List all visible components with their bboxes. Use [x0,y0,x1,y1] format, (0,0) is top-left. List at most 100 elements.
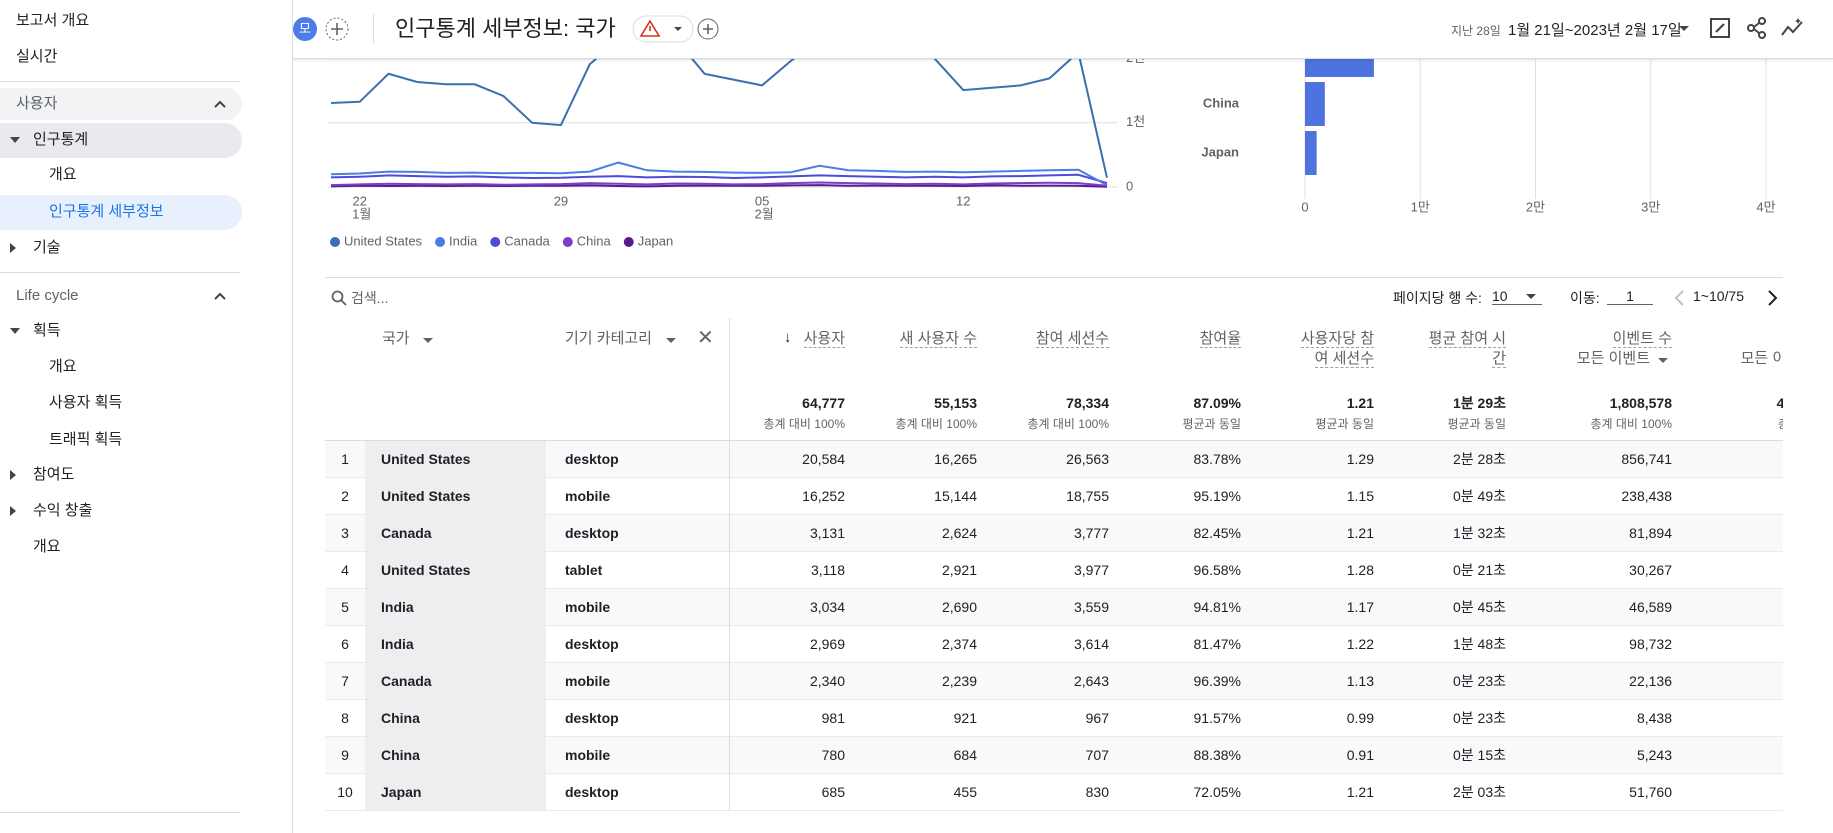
device-category: desktop [565,525,619,541]
column-header[interactable]: 국가 [382,330,410,347]
search-input[interactable]: 검색... [351,290,389,306]
metric-value: 780 [821,747,845,763]
expand-icon[interactable] [10,506,16,516]
x-tick-label: 4만 [1756,199,1775,214]
metric-value: 16,265 [934,451,977,467]
header-text: 참여율 [1199,330,1241,348]
nav-item[interactable]: 실시간 [16,48,58,65]
pagination-info: 1~10/75 [1693,288,1744,304]
header-line [325,440,1783,441]
column-header[interactable]: 평균 참여 시간 [1424,329,1506,369]
line-series [330,161,1108,186]
nav-item[interactable]: 기술 [33,239,61,256]
row-bg [325,589,1783,626]
legend-swatch [623,237,634,247]
column-header[interactable]: 참여 세션수 [1035,329,1109,349]
add-button[interactable] [695,16,721,42]
total-note: 평균과 동일 [1315,417,1374,431]
x-tick-label: 1만 [1411,199,1430,214]
metric-value: 1.22 [1346,636,1374,652]
column-subheader[interactable]: 모든 이벤 [1740,350,1783,367]
column-header[interactable]: 참여율 [1199,329,1241,349]
metric-value: 3,559 [1073,599,1109,615]
row-rank: 10 [337,784,353,800]
metric-value: 30,267 [1629,562,1672,578]
column-header[interactable]: 새 사용자 수 [899,329,977,349]
bar [1305,131,1317,175]
metric-value: 2분 28초 [1452,451,1506,467]
metric-value: 2,624 [941,525,977,541]
total-value: 78,334 [1066,395,1109,411]
date-range[interactable]: 1월 21일~2023년 2월 17일 [1508,22,1682,39]
expand-icon[interactable] [10,328,20,334]
x-tick-label: 3만 [1641,199,1660,214]
nav-item[interactable]: 사용자 획득 [49,394,123,411]
sort-arrow[interactable]: ↓ [784,329,792,346]
collapse-icon[interactable] [212,96,228,112]
total-note: 평균과 동일 [1447,417,1506,431]
column-subheader[interactable]: 모든 이벤트 [1576,350,1650,367]
remove-dimension[interactable]: ✕ [697,327,714,349]
nav-item[interactable]: 참여도 [33,466,75,483]
column-divider [729,318,730,811]
header-text: 이벤트 수 [1612,330,1672,348]
country: India [381,599,414,615]
nav-item[interactable]: 인구통계 [33,131,89,148]
nav-section[interactable]: Life cycle [16,287,79,304]
country-cell-bg [365,626,546,662]
date-dropdown[interactable] [1677,22,1691,36]
expand-icon[interactable] [10,470,16,480]
metric-value: 1분 48초 [1452,636,1506,652]
sort-caret[interactable] [1658,358,1668,363]
nav-section[interactable]: 사용자 [16,95,58,112]
device-category: desktop [565,710,619,726]
sidebar: 보고서 개요 실시간 사용자 인구통계 개요 인구통계 세부정보 기술 Life… [0,0,293,833]
expand-icon[interactable] [10,137,20,143]
metric-value: 0분 49초 [1452,488,1506,504]
insights-icon[interactable] [1780,16,1806,40]
goto-label: 이동: [1570,290,1600,306]
x-tick-label: 29 [554,193,568,208]
share-icon[interactable] [1745,16,1769,40]
nav-item[interactable]: 개요 [33,538,61,555]
collapse-icon[interactable] [212,288,228,304]
metric-value: 22,136 [1629,673,1672,689]
column-header[interactable]: 기기 카테고리 [565,330,652,347]
sort-caret[interactable] [666,338,676,343]
column-header[interactable]: 이벤트 수 [1612,329,1672,349]
nav-item[interactable]: 트래픽 획득 [49,431,123,448]
add-button[interactable] [324,16,350,42]
metric-value: 3,118 [811,562,845,578]
rows-per-page-select[interactable]: 10 [1492,288,1542,305]
select-caret[interactable] [1525,292,1537,302]
avatar[interactable]: 모 [293,17,317,41]
metric-value: 2,921 [941,562,977,578]
nav-item[interactable]: 수익 창출 [33,502,93,519]
nav-item-active[interactable]: 인구통계 세부정보 [49,203,164,220]
expand-icon[interactable] [10,243,16,253]
sort-caret[interactable] [423,338,433,343]
nav-item[interactable]: 보고서 개요 [16,12,90,29]
customize-icon[interactable] [1708,16,1732,40]
nav-item[interactable]: 획득 [33,322,61,339]
total-value: 64,777 [802,395,845,411]
country: China [381,747,420,763]
metric-value: 1.29 [1346,451,1374,467]
metric-value: 1.15 [1346,488,1374,504]
warning-chip[interactable] [632,15,694,43]
next-page[interactable] [1765,289,1779,307]
header-text: 새 사용자 수 [899,330,977,348]
nav-item[interactable]: 개요 [49,358,77,375]
header-text: 사용자당 참여 세션수 [1300,330,1374,368]
line-series [330,181,1108,187]
legend-swatch [490,237,501,247]
metric-value: 2,340 [809,673,845,689]
goto-input[interactable]: 1 [1607,288,1653,305]
metric-value: 1.21 [1346,525,1374,541]
column-header[interactable]: 사용자당 참여 세션수 [1292,329,1374,369]
metric-value: 3,131 [809,525,845,541]
country-cell-bg [365,700,546,736]
prev-page[interactable] [1673,289,1687,307]
column-header[interactable]: 사용자 [803,329,845,349]
nav-item[interactable]: 개요 [49,166,77,183]
